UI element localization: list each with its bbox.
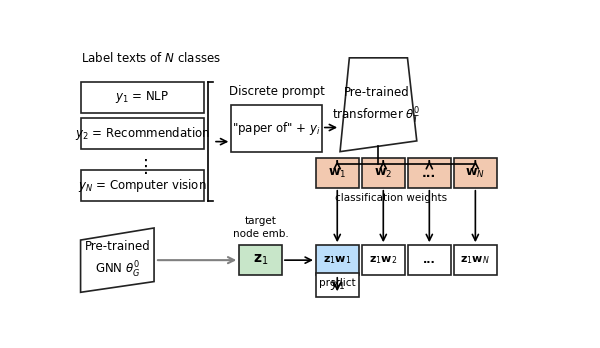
Text: $\mathbf{w}_N$: $\mathbf{w}_N$: [466, 166, 485, 180]
Bar: [454, 158, 497, 188]
Text: $\vdots$: $\vdots$: [136, 157, 148, 176]
Bar: [80, 82, 204, 113]
Bar: [80, 118, 204, 149]
Text: $\mathbf{w}_2$: $\mathbf{w}_2$: [374, 166, 392, 180]
Bar: [316, 158, 359, 188]
Bar: [362, 158, 404, 188]
Text: classification weights: classification weights: [335, 193, 447, 203]
Text: $\mathbf{z}_1\mathbf{w}_1$: $\mathbf{z}_1\mathbf{w}_1$: [323, 254, 352, 266]
Bar: [408, 158, 451, 188]
Text: ...: ...: [422, 167, 436, 180]
Text: $y_N$ = Computer vision: $y_N$ = Computer vision: [78, 177, 206, 194]
Text: Pre-trained
GNN $\theta_G^0$: Pre-trained GNN $\theta_G^0$: [85, 240, 150, 280]
Text: target
node emb.: target node emb.: [233, 216, 289, 239]
Text: $\mathbf{z}_1\mathbf{w}_2$: $\mathbf{z}_1\mathbf{w}_2$: [369, 254, 397, 266]
Bar: [231, 105, 322, 152]
Polygon shape: [80, 228, 154, 292]
Text: Discrete prompt: Discrete prompt: [229, 85, 325, 98]
Bar: [239, 245, 282, 275]
Text: $y_1$ = NLP: $y_1$ = NLP: [115, 89, 169, 105]
Text: $y_1$: $y_1$: [329, 278, 345, 292]
Text: $\mathbf{z}_1$: $\mathbf{z}_1$: [253, 253, 268, 267]
Text: Label texts of $N$ classes: Label texts of $N$ classes: [80, 51, 221, 65]
Bar: [362, 245, 404, 275]
Text: $\mathbf{z}_1\mathbf{w}_N$: $\mathbf{z}_1\mathbf{w}_N$: [460, 254, 490, 266]
Text: $\mathbf{w}_1$: $\mathbf{w}_1$: [328, 166, 346, 180]
Text: $y_2$ = Recommendation: $y_2$ = Recommendation: [75, 125, 209, 142]
Text: ...: ...: [423, 255, 436, 265]
Polygon shape: [340, 58, 417, 152]
Bar: [454, 245, 497, 275]
Text: predict: predict: [319, 278, 356, 288]
Text: "paper of" + $y_i$: "paper of" + $y_i$: [232, 120, 321, 137]
Bar: [316, 273, 359, 297]
Bar: [316, 245, 359, 275]
Bar: [408, 245, 451, 275]
Bar: [80, 171, 204, 201]
Text: Pre-trained
transformer $\theta_T^0$: Pre-trained transformer $\theta_T^0$: [332, 86, 421, 126]
